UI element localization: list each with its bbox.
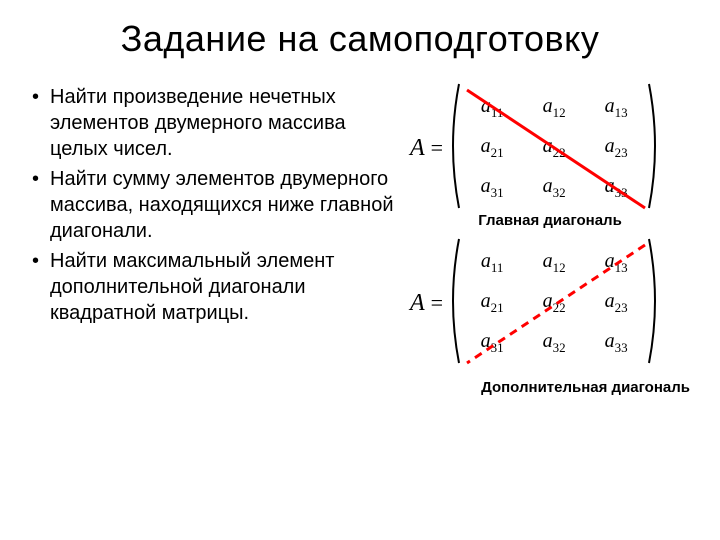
main-diagonal-caption: Главная диагональ (410, 212, 690, 229)
matrix-main-diagonal: A = a11 a12 a13 a21 a22 a23 (410, 84, 690, 229)
list-item: • Найти сумму элементов двумерного масси… (30, 166, 400, 244)
matrix-cell: a13 (605, 95, 628, 121)
matrix-cell: a32 (543, 175, 566, 201)
bullet-icon: • (30, 248, 50, 326)
matrix-cell: a31 (481, 175, 504, 201)
matrix-body: a11 a12 a13 a21 a22 a23 a31 a32 a33 (449, 239, 659, 367)
bullet-text: Найти максимальный элемент дополнительно… (50, 248, 400, 326)
bullet-list: • Найти произведение нечетных элементов … (30, 84, 400, 396)
paren-right-icon (645, 237, 663, 365)
figures-column: A = a11 a12 a13 a21 a22 a23 (410, 84, 690, 396)
content-row: • Найти произведение нечетных элементов … (30, 84, 690, 396)
matrix-symbol: A (410, 290, 425, 317)
matrix-cell: a22 (543, 290, 566, 316)
matrix-cell: a33 (605, 330, 628, 356)
list-item: • Найти максимальный элемент дополнитель… (30, 248, 400, 326)
matrix-secondary-diagonal: A = a11 a12 a13 a21 a22 a23 (410, 239, 690, 367)
paren-left-icon (445, 82, 463, 210)
bullet-icon: • (30, 166, 50, 244)
matrix-cell: a21 (481, 290, 504, 316)
paren-right-icon (645, 82, 663, 210)
matrix-cell: a32 (543, 330, 566, 356)
bullet-icon: • (30, 84, 50, 162)
matrix-cell: a12 (543, 250, 566, 276)
matrix-cell: a23 (605, 290, 628, 316)
matrix-cell: a11 (481, 250, 504, 276)
matrix-cell: a31 (481, 330, 504, 356)
bullet-text: Найти произведение нечетных элементов дв… (50, 84, 400, 162)
matrix-cell: a12 (543, 95, 566, 121)
matrix-cell: a33 (605, 175, 628, 201)
matrix-cell: a23 (605, 135, 628, 161)
secondary-diagonal-caption: Дополнительная диагональ (410, 379, 690, 396)
matrix-body: a11 a12 a13 a21 a22 a23 a31 a32 a33 (449, 84, 659, 212)
matrix-equals: = (431, 290, 443, 316)
bullet-text: Найти сумму элементов двумерного массива… (50, 166, 400, 244)
matrix-symbol: A (410, 135, 425, 162)
paren-left-icon (445, 237, 463, 365)
matrix-cell: a22 (543, 135, 566, 161)
slide-title: Задание на самоподготовку (30, 18, 690, 60)
list-item: • Найти произведение нечетных элементов … (30, 84, 400, 162)
matrix-equals: = (431, 135, 443, 161)
matrix-cell: a11 (481, 95, 504, 121)
matrix-cell: a21 (481, 135, 504, 161)
matrix-cell: a13 (605, 250, 628, 276)
